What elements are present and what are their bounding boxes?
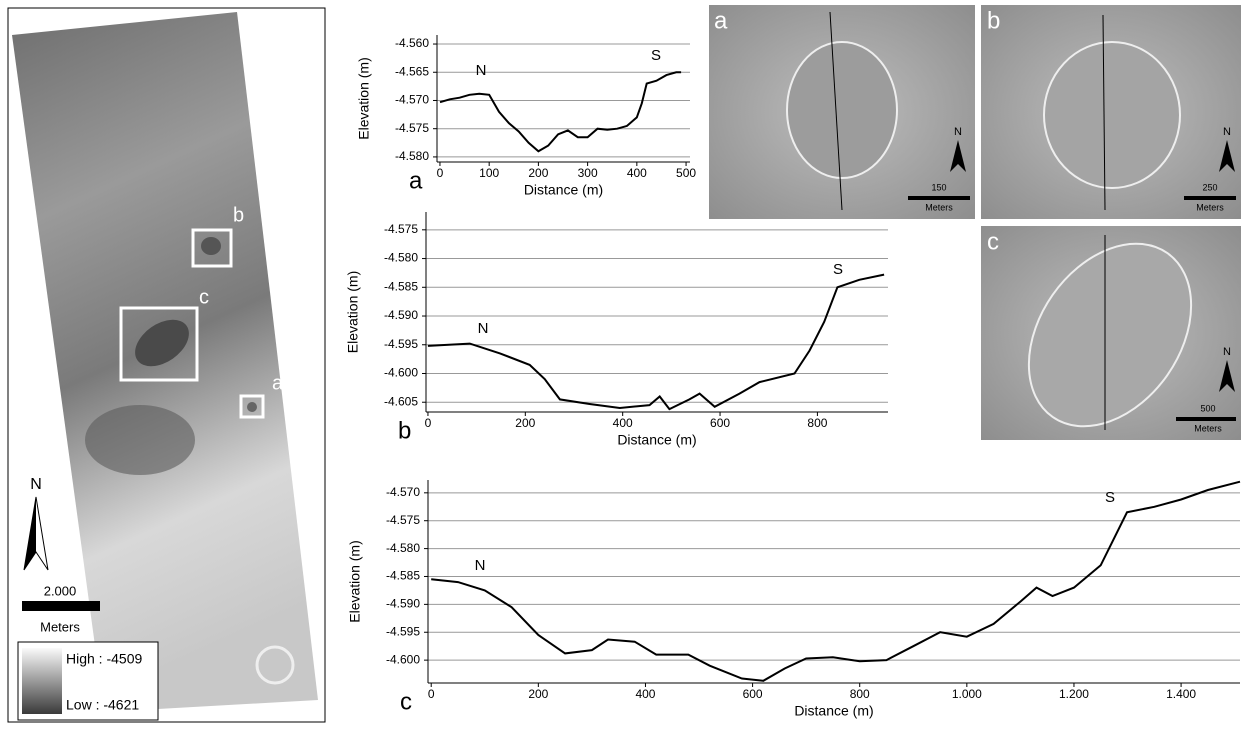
x-tick-label: 0 [425,416,432,430]
dark-area [85,405,195,475]
depression [135,319,189,367]
x-tick-label: 0 [428,687,435,701]
image-b [981,5,1241,219]
y-tick-label: -4.565 [395,64,429,78]
y-tick-label: -4.580 [384,251,418,265]
scale-label: 2.000 [44,583,77,598]
scale-unit: Meters [1196,202,1224,212]
profile-line [431,480,1241,682]
north-label: N [1223,126,1231,138]
panel-label: a [409,167,423,194]
y-tick-label: -4.590 [386,597,420,611]
depression [201,237,221,255]
map-box [239,394,265,419]
x-tick-label: 100 [479,166,499,180]
x-tick-label: 800 [850,687,870,701]
y-tick-label: -4.585 [384,279,418,293]
map-box-label: a [272,372,284,394]
image-c [981,226,1241,440]
y-tick-label: -4.575 [384,222,418,236]
map-box [191,228,233,268]
scale-bar [22,601,100,611]
y-tick-label: -4.600 [386,652,420,666]
x-tick-label: 0 [437,166,444,180]
north-label: N [30,476,42,493]
profile-line [427,273,885,411]
annotation: N [476,62,487,79]
scale-unit: Meters [925,202,953,212]
scale-bar [1184,196,1236,200]
annotation: N [475,557,486,574]
legend-ramp [22,648,62,714]
x-axis-label: Distance (m) [524,182,603,198]
x-tick-label: 200 [515,416,535,430]
north-label: N [1223,346,1231,358]
x-tick-label: 400 [613,416,633,430]
scale-label: 150 [931,182,946,192]
annotation: N [478,320,489,337]
image-label: b [987,7,1000,34]
x-tick-label: 600 [710,416,730,430]
depression [247,402,257,412]
north-arrow [1219,360,1235,392]
x-tick-label: 1.400 [1166,687,1196,701]
scale-label: 250 [1202,182,1217,192]
legend-high: High : -4509 [66,651,142,667]
map-box-label: c [199,286,209,308]
scale-bar [1176,417,1236,421]
x-tick-label: 200 [528,166,548,180]
y-tick-label: -4.585 [386,569,420,583]
profile-line [439,71,682,153]
x-axis-label: Distance (m) [617,432,696,448]
y-tick-label: -4.590 [384,308,418,322]
image-label: a [714,7,728,34]
x-tick-label: 300 [578,166,598,180]
map-box-label: b [233,204,244,226]
y-tick-label: -4.600 [384,366,418,380]
y-tick-label: -4.595 [384,337,418,351]
panel-label: c [400,688,412,715]
x-tick-label: 500 [676,166,696,180]
image-a [709,5,975,219]
y-axis-label: Elevation (m) [347,540,363,622]
x-tick-label: 1.000 [952,687,982,701]
image-label: c [987,228,999,255]
crater [255,645,295,685]
panel-label: b [398,417,411,444]
x-axis-label: Distance (m) [794,703,873,719]
y-axis-label: Elevation (m) [356,57,372,139]
north-arrow [24,497,36,570]
scale-unit: Meters [1194,423,1222,433]
y-tick-label: -4.580 [395,149,429,163]
north-label: N [954,126,962,138]
y-tick-label: -4.575 [395,121,429,135]
y-tick-label: -4.560 [395,36,429,50]
annotation: S [1105,489,1115,506]
y-tick-label: -4.570 [386,485,420,499]
x-tick-label: 400 [627,166,647,180]
annotation: S [651,47,661,64]
north-arrow [950,140,966,172]
y-tick-label: -4.575 [386,513,420,527]
x-tick-label: 200 [528,687,548,701]
legend-low: Low : -4621 [66,697,139,713]
scale-label: 500 [1200,403,1215,413]
scale-bar [908,196,970,200]
x-tick-label: 400 [635,687,655,701]
annotation: S [833,261,843,278]
y-tick-label: -4.595 [386,624,420,638]
map-box [119,306,199,382]
x-tick-label: 600 [743,687,763,701]
x-tick-label: 1.200 [1059,687,1089,701]
y-tick-label: -4.605 [384,394,418,408]
y-tick-label: -4.580 [386,541,420,555]
scale-unit: Meters [40,619,80,634]
x-tick-label: 800 [807,416,827,430]
y-tick-label: -4.570 [395,93,429,107]
north-arrow [1219,140,1235,172]
y-axis-label: Elevation (m) [345,271,361,353]
